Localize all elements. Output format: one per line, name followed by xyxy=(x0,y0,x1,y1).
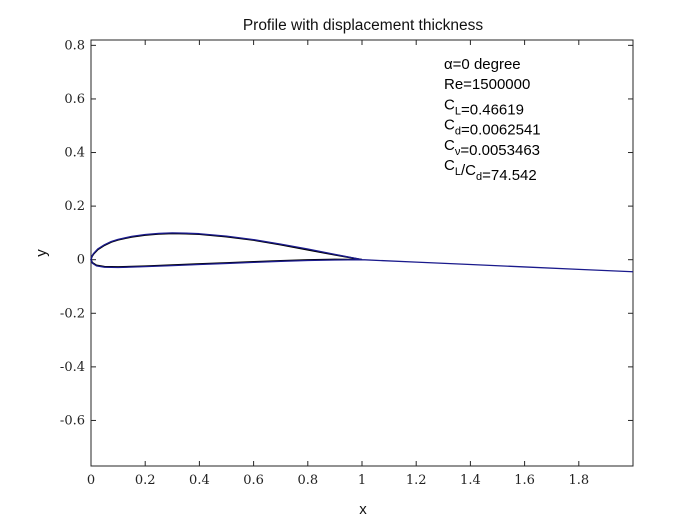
x-tick-label: 0.8 xyxy=(297,473,318,488)
annotation-line: Re=1500000 xyxy=(444,76,530,93)
annotation-box: α=0 degreeRe=1500000CL=0.46619Cd=0.00625… xyxy=(444,56,541,184)
annotation-subscript: d xyxy=(476,171,482,183)
y-tick-label: -0.2 xyxy=(60,306,85,321)
annotation-line: CL=0.46619 xyxy=(444,96,524,118)
annotation-subscript: ν xyxy=(455,146,461,158)
x-tick-label: 1.4 xyxy=(460,473,481,488)
annotation-text: =0.46619 xyxy=(461,101,524,118)
y-tick-label: 0 xyxy=(77,253,85,268)
x-tick-label: 1.2 xyxy=(406,473,427,488)
annotation-line: Cν=0.0053463 xyxy=(444,137,540,159)
annotation-text: Re=1500000 xyxy=(444,76,530,93)
annotation-subscript: L xyxy=(455,166,461,178)
annotation-line: α=0 degree xyxy=(444,56,521,73)
y-tick-label: 0.8 xyxy=(64,38,85,53)
x-tick-label: 0 xyxy=(87,473,95,488)
series-layer xyxy=(90,232,634,273)
annotation-text: C xyxy=(444,96,455,113)
y-tick-label: -0.6 xyxy=(60,413,85,428)
chart-title: Profile with displacement thickness xyxy=(243,17,484,34)
annotation-text: =0.0053463 xyxy=(460,142,540,159)
x-tick-label: 1.6 xyxy=(514,473,535,488)
annotation-text: /C xyxy=(461,162,476,179)
annotation-subscript: d xyxy=(455,126,461,138)
plot-area: 0 0.2 0.4 0.6 0.8 1 1.2 1.4 1.6 1.8 0.8 0.6 0.4 0.2 0 -… xyxy=(60,38,634,488)
x-tick-label: 0.6 xyxy=(243,473,264,488)
annotation-line: CL/Cd=74.542 xyxy=(444,157,537,184)
annotation-text: α=0 degree xyxy=(444,56,521,73)
y-tick-label: 0.4 xyxy=(64,146,85,161)
y-tick-label: 0.2 xyxy=(64,199,85,214)
x-tick-label: 1.8 xyxy=(568,473,589,488)
series-line-2 xyxy=(90,232,634,273)
annotation-text: C xyxy=(444,137,455,154)
y-tick-label: -0.4 xyxy=(60,360,85,375)
y-tick-label: 0.6 xyxy=(64,92,85,107)
y-axis-label: y xyxy=(33,249,50,257)
x-tick-label: 0.4 xyxy=(189,473,210,488)
ticks: 0 0.2 0.4 0.6 0.8 1 1.2 1.4 1.6 1.8 0.8 0.6 0.4 0.2 0 -… xyxy=(60,38,633,488)
annotation-text: C xyxy=(444,157,455,174)
x-axis-label: x xyxy=(359,501,367,518)
x-tick-label: 1 xyxy=(358,473,366,488)
annotation-line: Cd=0.0062541 xyxy=(444,117,541,139)
x-tick-label: 0.2 xyxy=(135,473,156,488)
annotation-subscript: L xyxy=(455,105,461,117)
annotation-text: =0.0062541 xyxy=(461,122,541,139)
series-line-1 xyxy=(90,232,363,268)
annotation-text: =74.542 xyxy=(482,167,537,184)
annotation-text: C xyxy=(444,117,455,134)
axes-frame xyxy=(90,39,634,467)
